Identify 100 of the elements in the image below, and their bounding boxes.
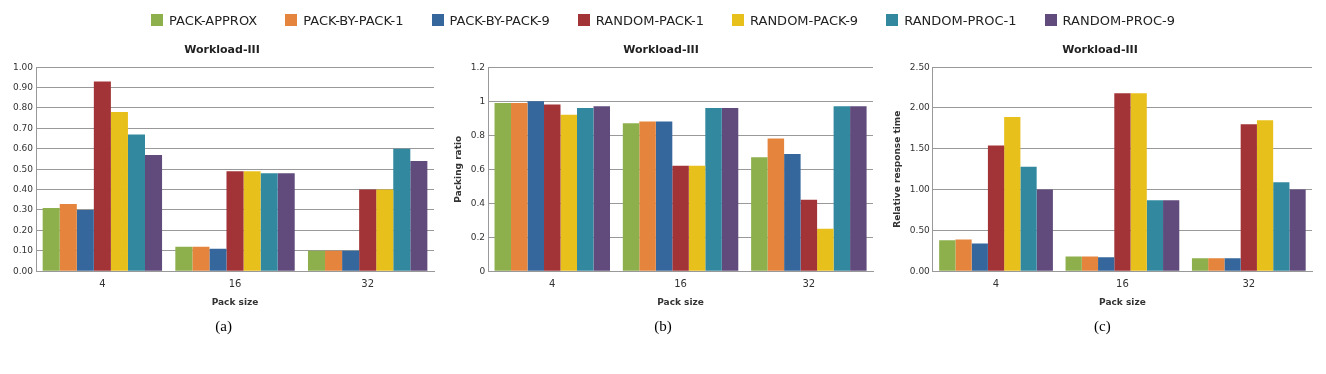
bar xyxy=(127,134,145,271)
bar xyxy=(1098,257,1115,271)
y-tick-label: 0.4 xyxy=(470,197,486,208)
bar xyxy=(243,171,261,271)
bar xyxy=(988,145,1005,271)
bar xyxy=(1208,258,1225,271)
x-tick-label: 4 xyxy=(993,277,1000,289)
bar xyxy=(341,250,359,271)
bar xyxy=(392,148,410,271)
y-tick-label: 2.00 xyxy=(910,102,931,113)
bar xyxy=(1240,124,1258,271)
y-tick-label: 0.2 xyxy=(470,231,486,242)
y-tick-label: 0.6 xyxy=(470,163,486,174)
legend-label: RANDOM-PACK-9 xyxy=(750,12,859,28)
x-axis-title: Pack size xyxy=(1099,296,1147,307)
y-tick-label: 0.00 xyxy=(12,265,33,276)
y-axis-title: Packing ratio xyxy=(452,135,463,203)
bar xyxy=(409,161,428,271)
bar xyxy=(1004,116,1021,271)
y-tick-label: 0.50 xyxy=(910,224,931,235)
bar xyxy=(1163,200,1180,271)
y-tick-label: 0.90 xyxy=(12,81,33,92)
bar xyxy=(324,250,342,271)
bar xyxy=(59,203,77,271)
bar xyxy=(494,102,512,271)
bar xyxy=(76,210,94,271)
legend-label: RANDOM-PROC-9 xyxy=(1062,12,1175,28)
y-tick-label: 0.8 xyxy=(470,129,486,140)
text: (c) xyxy=(1093,318,1112,335)
y-tick-label: 0.40 xyxy=(12,183,33,194)
x-tick-label: 32 xyxy=(802,277,816,289)
bar xyxy=(375,189,393,271)
y-tick-label: 1.2 xyxy=(470,61,486,72)
legend-label: RANDOM-PROC-1 xyxy=(904,12,1017,28)
text: (b) xyxy=(653,318,673,335)
bar xyxy=(721,108,739,271)
bar xyxy=(1065,256,1083,271)
bar xyxy=(655,121,673,271)
bar xyxy=(800,199,818,271)
x-tick-label: 16 xyxy=(674,277,687,289)
bar xyxy=(226,171,244,271)
bar xyxy=(639,121,656,271)
x-tick-label: 32 xyxy=(360,277,374,289)
bar xyxy=(850,106,867,271)
chart-title: Workload-III xyxy=(623,43,699,57)
bar xyxy=(784,153,801,271)
bar xyxy=(751,157,768,271)
legend-label: PACK-BY-PACK-9 xyxy=(449,12,550,28)
bar xyxy=(110,112,128,271)
bar xyxy=(1020,166,1037,271)
y-tick-label: 2.50 xyxy=(910,61,931,72)
text: (a) xyxy=(214,318,233,335)
bar xyxy=(1082,256,1099,271)
bar xyxy=(576,108,594,271)
bar xyxy=(358,189,376,271)
bar xyxy=(174,246,193,271)
chart-title: Workload-III xyxy=(183,43,260,57)
bar xyxy=(1036,189,1054,271)
bar xyxy=(1114,93,1131,271)
y-tick-label: 1.00 xyxy=(12,61,33,72)
legend-label: PACK-APPROX xyxy=(168,12,258,28)
bar xyxy=(672,165,689,271)
x-tick-label: 16 xyxy=(1116,277,1130,289)
bar xyxy=(1147,200,1164,271)
bar xyxy=(511,102,528,271)
bar xyxy=(209,248,227,271)
y-tick-label: 0.10 xyxy=(12,245,33,256)
y-tick-label: 0.50 xyxy=(12,163,33,174)
bar xyxy=(1192,258,1209,271)
x-tick-label: 32 xyxy=(1242,277,1256,289)
y-tick-label: 0 xyxy=(479,265,486,276)
bar xyxy=(144,154,162,271)
bar xyxy=(939,240,956,271)
bar xyxy=(833,106,851,271)
bar xyxy=(622,123,640,271)
x-axis-title: Pack size xyxy=(211,296,259,307)
y-tick-label: 0.60 xyxy=(12,143,33,154)
bar xyxy=(527,101,544,271)
legend-label: PACK-BY-PACK-1 xyxy=(303,12,404,28)
bar xyxy=(307,250,325,271)
y-tick-label: 0.30 xyxy=(12,204,33,215)
bar xyxy=(1130,93,1148,271)
chart-title: Workload-III xyxy=(1062,43,1139,57)
y-tick-label: 0.80 xyxy=(12,102,33,113)
bar xyxy=(688,165,706,271)
y-tick-label: 1.00 xyxy=(910,183,931,194)
bar xyxy=(1289,189,1306,271)
bar xyxy=(1257,120,1274,271)
bar xyxy=(277,173,295,271)
bar xyxy=(971,243,989,271)
legend-label: RANDOM-PACK-1 xyxy=(595,12,704,28)
bar xyxy=(817,228,834,271)
y-tick-label: 1.50 xyxy=(910,143,931,154)
x-tick-label: 4 xyxy=(98,277,106,289)
bar xyxy=(192,246,210,271)
bar xyxy=(560,114,577,271)
x-tick-label: 16 xyxy=(228,277,242,289)
bar xyxy=(544,104,561,271)
bar xyxy=(93,81,111,271)
bar xyxy=(260,173,278,271)
